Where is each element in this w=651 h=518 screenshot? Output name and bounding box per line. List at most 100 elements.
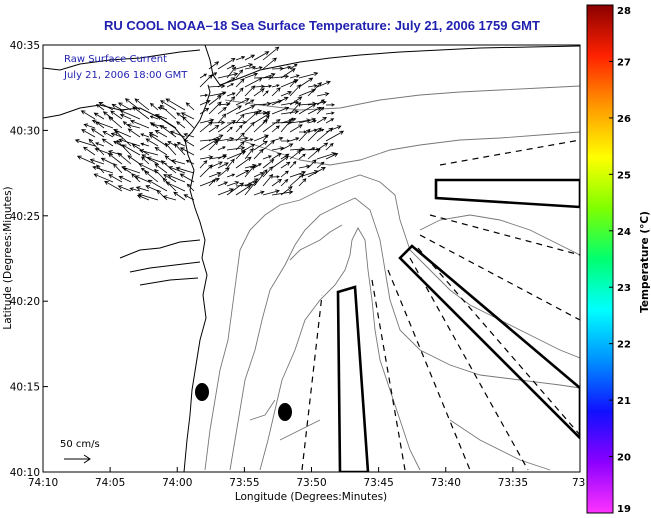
current-vector: [316, 99, 325, 106]
current-vector: [253, 84, 266, 89]
current-vector: [280, 186, 293, 196]
current-vector: [110, 132, 123, 138]
current-vector: [186, 183, 195, 192]
sandy-hook: [184, 84, 211, 141]
current-vector: [226, 145, 246, 151]
current-vector: [165, 181, 186, 192]
current-vector: [271, 106, 290, 115]
current-vector: [199, 118, 215, 124]
current-vector: [139, 149, 159, 156]
current-vector: [159, 124, 177, 138]
current-vector: [253, 190, 265, 196]
current-vector: [168, 166, 186, 174]
current-vector: [179, 173, 195, 183]
current-vector: [271, 74, 290, 79]
current-vector: [244, 65, 257, 70]
current-vector: [235, 56, 246, 61]
current-vector: [217, 188, 234, 196]
current-vector: [108, 174, 123, 183]
x-tick-label: 73:40: [431, 477, 461, 489]
current-vector: [118, 138, 141, 147]
current-vector: [104, 180, 123, 192]
current-vector: [235, 78, 245, 88]
current-vector: [271, 155, 289, 169]
current-vector: [316, 106, 325, 115]
current-vector: [244, 121, 255, 133]
current-vector: [316, 128, 325, 133]
colorbar-tick-label: 20: [617, 453, 631, 464]
current-vector: [217, 167, 230, 178]
current-vector: [150, 122, 168, 129]
current-vector: [235, 69, 244, 79]
current-vector: [298, 117, 317, 124]
current-vector: [208, 95, 222, 106]
current-vector: [185, 159, 195, 165]
current-vector: [244, 165, 255, 178]
current-vector: [316, 80, 331, 88]
current-vector: [244, 109, 263, 115]
current-vector: [208, 178, 216, 187]
x-tick-label: 74:05: [95, 477, 125, 489]
current-vector: [235, 98, 250, 106]
current-vector: [101, 138, 114, 147]
staten-island: [43, 49, 201, 71]
current-vector: [199, 93, 209, 97]
current-vector: [208, 124, 220, 133]
current-vector: [307, 128, 318, 133]
current-vector: [199, 99, 211, 106]
current-vector: [280, 153, 290, 160]
current-vector: [217, 154, 227, 160]
current-vector: [262, 119, 281, 133]
current-vector: [141, 154, 159, 165]
current-vector: [271, 125, 280, 133]
current-vector: [183, 194, 195, 201]
current-vector: [226, 181, 240, 187]
current-vector: [226, 92, 236, 97]
current-vector: [280, 161, 291, 169]
y-tick-label: 40:30: [10, 125, 40, 137]
current-vector: [174, 143, 186, 156]
current-vector: [100, 157, 114, 165]
current-vector: [253, 140, 268, 151]
current-vector: [253, 169, 268, 187]
current-vector: [226, 64, 236, 70]
current-vector: [129, 187, 141, 192]
current-vector: [154, 130, 168, 138]
mooring-marker-1: [195, 383, 209, 401]
current-vector: [208, 134, 224, 142]
current-vector: [262, 114, 270, 124]
current-vector: [208, 72, 218, 79]
current-vector: [163, 174, 177, 183]
current-vector: [271, 96, 289, 106]
y-tick-label: 40:35: [10, 40, 40, 52]
current-vector: [117, 185, 132, 192]
current-vector: [149, 115, 159, 120]
current-vector: [90, 128, 105, 138]
colorbar: 19 20 21 22 23 24 25 26 27 28 Temperature (°C): [586, 4, 651, 515]
current-vector: [289, 124, 303, 133]
current-vector: [244, 147, 254, 160]
transect-boxes: [336, 178, 580, 472]
current-vector: [316, 161, 325, 169]
current-vector: [325, 130, 345, 142]
current-vector: [325, 103, 336, 107]
current-vector: [298, 130, 307, 134]
current-vector: [208, 140, 219, 151]
current-vector: [280, 109, 300, 115]
chart-title: RU COOL NOAA–18 Sea Surface Temperature:…: [104, 18, 540, 33]
current-vector: [82, 146, 96, 156]
y-tick-label: 40:10: [10, 467, 40, 479]
current-vector: [118, 175, 132, 183]
current-vector: [253, 163, 262, 169]
current-vector: [325, 111, 335, 115]
x-tick-label: 73:50: [296, 477, 326, 489]
current-vector: [74, 138, 96, 147]
current-vector: [114, 130, 132, 147]
current-vector: [98, 102, 114, 111]
current-vector: [144, 170, 159, 183]
colorbar-gradient: [586, 4, 614, 514]
current-vector: [80, 110, 96, 120]
current-vector: [176, 141, 186, 147]
surface-current-vectors: [74, 46, 345, 201]
